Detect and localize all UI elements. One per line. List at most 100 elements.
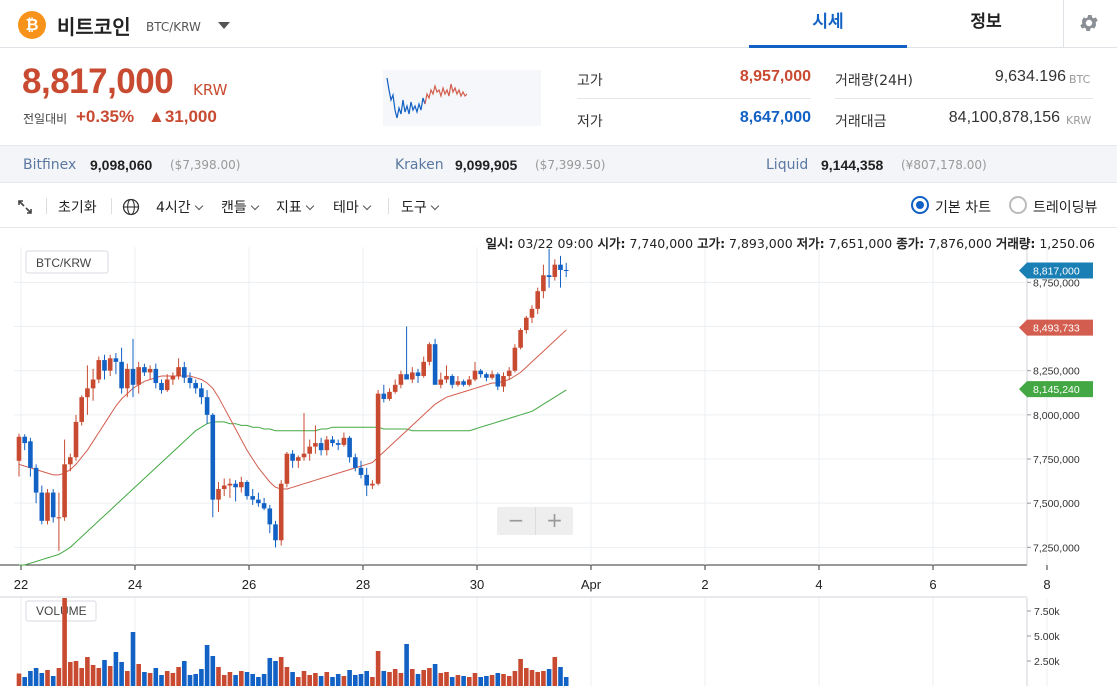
volume-bar bbox=[273, 661, 278, 686]
volume-bar bbox=[455, 675, 461, 686]
candle-body bbox=[444, 375, 449, 380]
globe-icon[interactable] bbox=[122, 198, 140, 216]
candle-body bbox=[85, 388, 90, 398]
candle-label: 캔들 bbox=[221, 200, 247, 216]
chevron-down-icon bbox=[194, 201, 203, 211]
candle-body bbox=[461, 381, 466, 385]
caret-down-icon[interactable] bbox=[218, 22, 230, 29]
volume-bar bbox=[16, 673, 22, 686]
price-tag bbox=[1019, 262, 1093, 279]
candle-body bbox=[347, 437, 352, 458]
ohlc-low: 7,651,000 bbox=[828, 236, 893, 251]
chart-area[interactable]: 2224262830Apr24688,750,0008,500,0008,250… bbox=[0, 229, 1117, 698]
candle-body bbox=[381, 393, 387, 399]
volume-bar bbox=[79, 668, 84, 686]
volume-bar bbox=[233, 675, 238, 686]
volume-bar bbox=[432, 664, 438, 686]
candle-body bbox=[478, 370, 483, 375]
y-tick-label: 8,750,000 bbox=[1033, 277, 1080, 289]
interval-dropdown[interactable]: 4시간 bbox=[156, 197, 203, 217]
candle-body bbox=[392, 384, 398, 392]
volume-bar bbox=[506, 676, 512, 686]
basic-chart-radio[interactable] bbox=[911, 196, 929, 214]
candle-body bbox=[438, 379, 444, 385]
volume-bar bbox=[33, 668, 39, 686]
interval-label: 4시간 bbox=[156, 200, 191, 216]
volume-bar bbox=[358, 674, 364, 686]
basic-chart-label[interactable]: 기본 차트 bbox=[935, 200, 991, 216]
volume-bar bbox=[495, 673, 501, 686]
candle-body bbox=[330, 439, 335, 444]
divider bbox=[111, 198, 112, 214]
candle-body bbox=[62, 464, 67, 518]
volume-bar bbox=[193, 674, 198, 686]
candle-body bbox=[164, 379, 170, 391]
candle-body bbox=[96, 360, 102, 380]
ohlc-high-label: 고가: bbox=[697, 236, 726, 251]
indicator-label: 지표 bbox=[276, 200, 302, 216]
coin-pair[interactable]: BTC/KRW bbox=[146, 20, 201, 34]
ohlc-high: 7,893,000 bbox=[729, 236, 793, 251]
candle-body bbox=[558, 264, 563, 270]
candle-body bbox=[102, 360, 107, 371]
candle-body bbox=[290, 453, 295, 461]
divider bbox=[835, 98, 1093, 99]
candle-body bbox=[182, 367, 187, 378]
volume-bar bbox=[529, 670, 535, 686]
trade-amount-label: 거래대금 bbox=[835, 114, 887, 130]
tools-label: 도구 bbox=[401, 200, 427, 216]
candle-body bbox=[278, 483, 284, 541]
coin-name[interactable]: 비트코인 bbox=[57, 15, 131, 39]
divider bbox=[46, 198, 47, 214]
exchange-name-bitfinex[interactable]: Bitfinex bbox=[23, 157, 77, 173]
volume-bar bbox=[244, 672, 250, 686]
zoom-in-button[interactable]: + bbox=[535, 507, 573, 535]
tradingview-label[interactable]: 트레이딩뷰 bbox=[1033, 200, 1098, 216]
volume-bar bbox=[318, 676, 324, 686]
volume-bar bbox=[68, 662, 73, 686]
candle-body bbox=[113, 358, 119, 362]
candle-body bbox=[387, 391, 392, 399]
candle-body bbox=[301, 453, 307, 458]
chevron-down-icon bbox=[250, 201, 260, 211]
volume-label-box bbox=[25, 600, 97, 622]
volume-bar bbox=[96, 668, 102, 686]
candle-body bbox=[147, 368, 153, 373]
exchange-usd-kraken: ($7,399.50) bbox=[535, 158, 606, 172]
tab-info[interactable]: 정보 bbox=[970, 12, 1002, 32]
indicator-dropdown[interactable]: 지표 bbox=[276, 197, 315, 217]
candlestick-chart[interactable]: 2224262830Apr24688,750,0008,500,0008,250… bbox=[0, 229, 1117, 698]
gear-icon[interactable] bbox=[1078, 12, 1100, 34]
candle-body bbox=[467, 379, 472, 385]
y-tick-label: 7,500,000 bbox=[1033, 498, 1080, 510]
volume-bar bbox=[381, 671, 387, 686]
exchange-name-kraken[interactable]: Kraken bbox=[395, 157, 444, 173]
tradingview-radio[interactable] bbox=[1009, 196, 1027, 214]
x-tick-label: 26 bbox=[242, 577, 256, 592]
volume-bar bbox=[216, 667, 221, 686]
candle-body bbox=[68, 457, 73, 465]
candle-body bbox=[125, 368, 130, 389]
high-price-label: 고가 bbox=[577, 73, 603, 89]
theme-dropdown[interactable]: 테마 bbox=[333, 197, 372, 217]
candle-body bbox=[552, 264, 558, 278]
volume-bar bbox=[449, 677, 455, 686]
expand-icon[interactable] bbox=[17, 199, 33, 215]
exchange-name-liquid[interactable]: Liquid bbox=[766, 157, 809, 173]
candle-body bbox=[432, 344, 438, 385]
tab-price[interactable]: 시세 bbox=[749, 0, 907, 48]
candle-body bbox=[142, 367, 147, 373]
ohlc-low-label: 저가: bbox=[796, 236, 825, 251]
reset-button[interactable]: 초기화 bbox=[58, 200, 97, 216]
candle-body bbox=[39, 492, 45, 521]
candle-body bbox=[398, 374, 404, 385]
volume-bar bbox=[438, 673, 444, 686]
tools-dropdown[interactable]: 도구 bbox=[401, 197, 440, 217]
candle-body bbox=[324, 439, 330, 451]
candle-dropdown[interactable]: 캔들 bbox=[221, 197, 260, 217]
volume-bar bbox=[501, 674, 506, 686]
chart-toolbar: 초기화 4시간 캔들 지표 테마 도구 기본 차트 트레이딩뷰 bbox=[0, 184, 1117, 228]
ohlc-close-label: 종가: bbox=[896, 236, 925, 251]
volume-bar bbox=[489, 675, 495, 686]
zoom-out-button[interactable]: − bbox=[507, 508, 525, 532]
